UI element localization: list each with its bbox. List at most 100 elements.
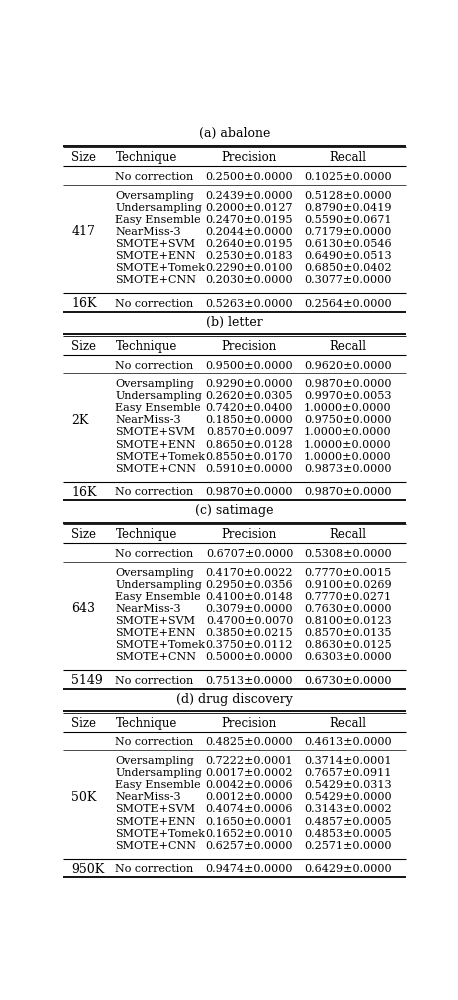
Text: 0.4825±0.0000: 0.4825±0.0000 — [206, 737, 293, 747]
Text: SMOTE+SVM: SMOTE+SVM — [115, 239, 196, 249]
Text: 0.6490±0.0513: 0.6490±0.0513 — [304, 251, 392, 261]
Text: Oversampling: Oversampling — [115, 568, 194, 578]
Text: Easy Ensemble: Easy Ensemble — [115, 592, 201, 602]
Text: SMOTE+SVM: SMOTE+SVM — [115, 427, 196, 437]
Text: Easy Ensemble: Easy Ensemble — [115, 215, 201, 225]
Text: 0.1850±0.0000: 0.1850±0.0000 — [206, 415, 293, 425]
Text: SMOTE+CNN: SMOTE+CNN — [115, 275, 196, 285]
Text: 0.6257±0.0000: 0.6257±0.0000 — [206, 841, 293, 851]
Text: SMOTE+ENN: SMOTE+ENN — [115, 817, 196, 827]
Text: 0.7657±0.0911: 0.7657±0.0911 — [304, 768, 392, 778]
Text: 0.9870±0.0000: 0.9870±0.0000 — [304, 379, 392, 389]
Text: 0.7513±0.0000: 0.7513±0.0000 — [206, 676, 293, 686]
Text: 16K: 16K — [71, 297, 97, 310]
Text: 0.7630±0.0000: 0.7630±0.0000 — [304, 604, 392, 614]
Text: 0.6130±0.0546: 0.6130±0.0546 — [304, 239, 392, 249]
Text: 0.3079±0.0000: 0.3079±0.0000 — [206, 604, 293, 614]
Text: 1.0000±0.0000: 1.0000±0.0000 — [304, 427, 392, 437]
Text: Size: Size — [71, 151, 96, 164]
Text: No correction: No correction — [115, 864, 194, 874]
Text: SMOTE+SVM: SMOTE+SVM — [115, 804, 196, 814]
Text: 0.2470±0.0195: 0.2470±0.0195 — [206, 215, 293, 225]
Text: 0.9750±0.0000: 0.9750±0.0000 — [304, 415, 392, 425]
Text: 0.4170±0.0022: 0.4170±0.0022 — [206, 568, 293, 578]
Text: Easy Ensemble: Easy Ensemble — [115, 780, 201, 790]
Text: 0.9873±0.0000: 0.9873±0.0000 — [304, 464, 392, 474]
Text: Recall: Recall — [329, 528, 366, 541]
Text: 0.5128±0.0000: 0.5128±0.0000 — [304, 191, 392, 201]
Text: No correction: No correction — [115, 549, 194, 559]
Text: Recall: Recall — [329, 717, 366, 730]
Text: 0.9100±0.0269: 0.9100±0.0269 — [304, 580, 392, 590]
Text: Oversampling: Oversampling — [115, 756, 194, 766]
Text: 2K: 2K — [71, 414, 88, 427]
Text: 0.8570±0.0097: 0.8570±0.0097 — [206, 427, 293, 437]
Text: 0.4100±0.0148: 0.4100±0.0148 — [206, 592, 293, 602]
Text: 0.5263±0.0000: 0.5263±0.0000 — [206, 299, 293, 309]
Text: 0.8550±0.0170: 0.8550±0.0170 — [206, 452, 293, 462]
Text: Precision: Precision — [222, 151, 277, 164]
Text: 0.7222±0.0001: 0.7222±0.0001 — [206, 756, 293, 766]
Text: Undersampling: Undersampling — [115, 580, 202, 590]
Text: 0.4853±0.0005: 0.4853±0.0005 — [304, 829, 392, 839]
Text: 0.5429±0.0000: 0.5429±0.0000 — [304, 792, 392, 802]
Text: 1.0000±0.0000: 1.0000±0.0000 — [304, 440, 392, 450]
Text: SMOTE+CNN: SMOTE+CNN — [115, 841, 196, 851]
Text: 0.1652±0.0010: 0.1652±0.0010 — [206, 829, 293, 839]
Text: NearMiss-3: NearMiss-3 — [115, 792, 181, 802]
Text: 0.0012±0.0000: 0.0012±0.0000 — [206, 792, 293, 802]
Text: (d) drug discovery: (d) drug discovery — [176, 693, 293, 706]
Text: No correction: No correction — [115, 299, 194, 309]
Text: 0.3850±0.0215: 0.3850±0.0215 — [206, 628, 293, 638]
Text: 0.8790±0.0419: 0.8790±0.0419 — [304, 203, 392, 213]
Text: 0.9500±0.0000: 0.9500±0.0000 — [206, 361, 293, 371]
Text: 0.5910±0.0000: 0.5910±0.0000 — [206, 464, 293, 474]
Text: 0.9970±0.0053: 0.9970±0.0053 — [304, 391, 392, 401]
Text: Precision: Precision — [222, 717, 277, 730]
Text: Size: Size — [71, 340, 96, 353]
Text: Oversampling: Oversampling — [115, 191, 194, 201]
Text: 0.0017±0.0002: 0.0017±0.0002 — [206, 768, 293, 778]
Text: SMOTE+SVM: SMOTE+SVM — [115, 616, 196, 626]
Text: 1.0000±0.0000: 1.0000±0.0000 — [304, 452, 392, 462]
Text: SMOTE+ENN: SMOTE+ENN — [115, 440, 196, 450]
Text: 0.8570±0.0135: 0.8570±0.0135 — [304, 628, 392, 638]
Text: 0.3077±0.0000: 0.3077±0.0000 — [304, 275, 392, 285]
Text: No correction: No correction — [115, 737, 194, 747]
Text: Precision: Precision — [222, 528, 277, 541]
Text: SMOTE+Tomek: SMOTE+Tomek — [115, 640, 205, 650]
Text: Precision: Precision — [222, 340, 277, 353]
Text: 0.6707±0.0000: 0.6707±0.0000 — [206, 549, 293, 559]
Text: Size: Size — [71, 717, 96, 730]
Text: No correction: No correction — [115, 676, 194, 686]
Text: 950K: 950K — [71, 863, 104, 876]
Text: No correction: No correction — [115, 172, 194, 182]
Text: 417: 417 — [71, 225, 95, 238]
Text: Technique: Technique — [115, 528, 177, 541]
Text: 0.5308±0.0000: 0.5308±0.0000 — [304, 549, 392, 559]
Text: SMOTE+Tomek: SMOTE+Tomek — [115, 452, 205, 462]
Text: Technique: Technique — [115, 717, 177, 730]
Text: 0.2620±0.0305: 0.2620±0.0305 — [206, 391, 293, 401]
Text: Undersampling: Undersampling — [115, 203, 202, 213]
Text: Undersampling: Undersampling — [115, 768, 202, 778]
Text: 0.4700±0.0070: 0.4700±0.0070 — [206, 616, 293, 626]
Text: (c) satimage: (c) satimage — [196, 504, 274, 517]
Text: 1.0000±0.0000: 1.0000±0.0000 — [304, 403, 392, 413]
Text: 0.2500±0.0000: 0.2500±0.0000 — [206, 172, 293, 182]
Text: Size: Size — [71, 528, 96, 541]
Text: 643: 643 — [71, 602, 95, 615]
Text: 0.4613±0.0000: 0.4613±0.0000 — [304, 737, 392, 747]
Text: 0.5429±0.0313: 0.5429±0.0313 — [304, 780, 392, 790]
Text: 0.7770±0.0271: 0.7770±0.0271 — [304, 592, 392, 602]
Text: NearMiss-3: NearMiss-3 — [115, 227, 181, 237]
Text: 0.2000±0.0127: 0.2000±0.0127 — [206, 203, 293, 213]
Text: 0.4074±0.0006: 0.4074±0.0006 — [206, 804, 293, 814]
Text: 0.2044±0.0000: 0.2044±0.0000 — [206, 227, 293, 237]
Text: NearMiss-3: NearMiss-3 — [115, 415, 181, 425]
Text: Undersampling: Undersampling — [115, 391, 202, 401]
Text: 0.2030±0.0000: 0.2030±0.0000 — [206, 275, 293, 285]
Text: 0.9474±0.0000: 0.9474±0.0000 — [206, 864, 293, 874]
Text: 0.7770±0.0015: 0.7770±0.0015 — [304, 568, 392, 578]
Text: 0.3714±0.0001: 0.3714±0.0001 — [304, 756, 392, 766]
